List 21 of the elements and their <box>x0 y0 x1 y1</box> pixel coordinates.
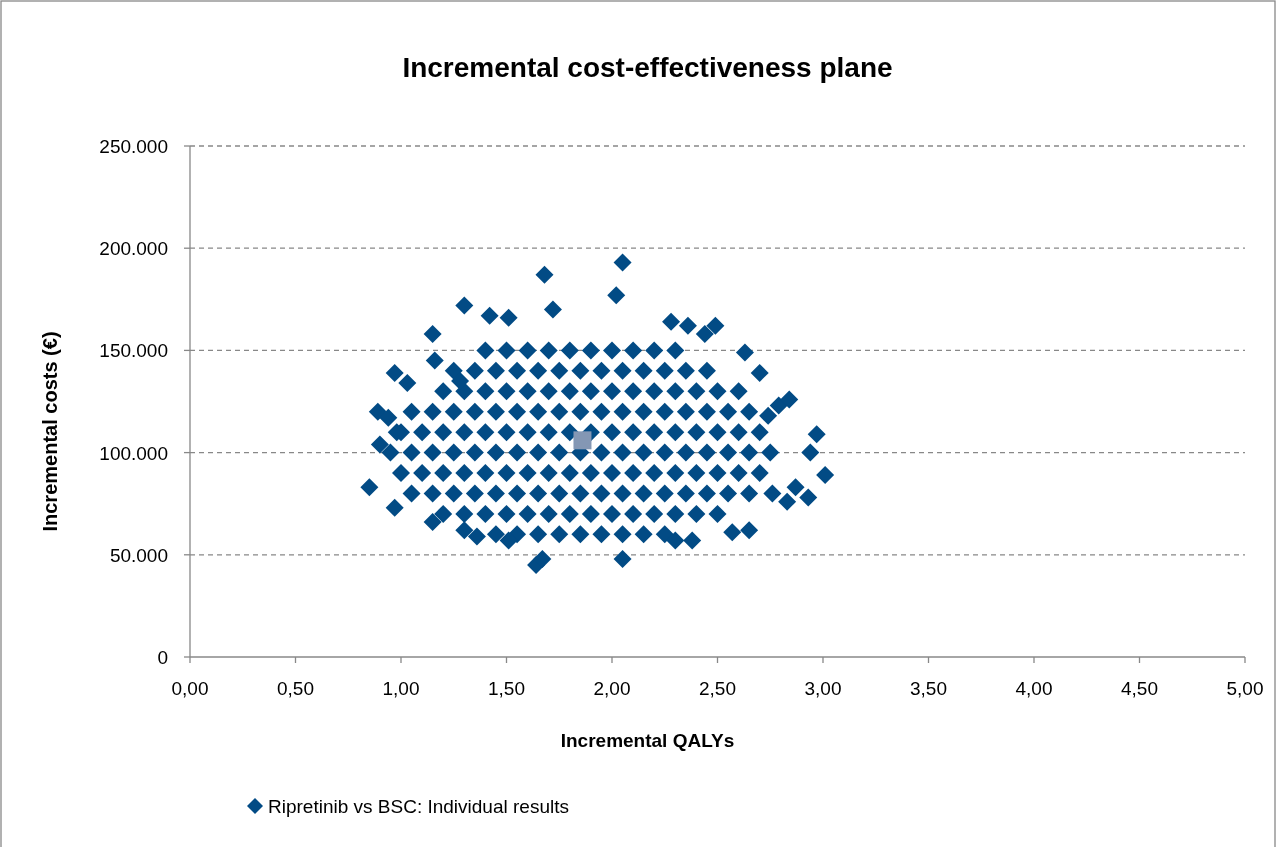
x-axis-title: Incremental QALYs <box>560 730 735 751</box>
y-axis-title: Incremental costs (€) <box>39 331 61 532</box>
legend-label: Ripretinib vs BSC: Individual results <box>268 796 569 817</box>
y-tick-label: 100.000 <box>99 442 168 464</box>
x-tick-label: 0,50 <box>277 678 314 699</box>
y-tick-label: 250.000 <box>99 136 168 157</box>
x-tick-label: 2,50 <box>699 678 736 699</box>
x-tick-label: 4,00 <box>1015 678 1053 699</box>
x-tick-label: 3,50 <box>910 678 947 699</box>
y-tick-label: 0 <box>157 647 168 668</box>
x-tick-label: 5,00 <box>1226 678 1264 699</box>
x-tick-label: 1,00 <box>382 678 420 699</box>
y-tick-label: 150.000 <box>99 340 168 362</box>
chart-title: Incremental cost-effectiveness plane <box>402 52 893 83</box>
y-tick-label: 200.000 <box>99 238 168 260</box>
x-tick-label: 1,50 <box>488 678 525 699</box>
y-tick-label: 50.000 <box>109 544 168 566</box>
x-tick-label: 2,00 <box>593 678 631 699</box>
x-tick-label: 3,00 <box>804 678 842 699</box>
x-tick-label: 4,50 <box>1121 678 1158 699</box>
x-tick-label: 0,00 <box>171 678 209 699</box>
